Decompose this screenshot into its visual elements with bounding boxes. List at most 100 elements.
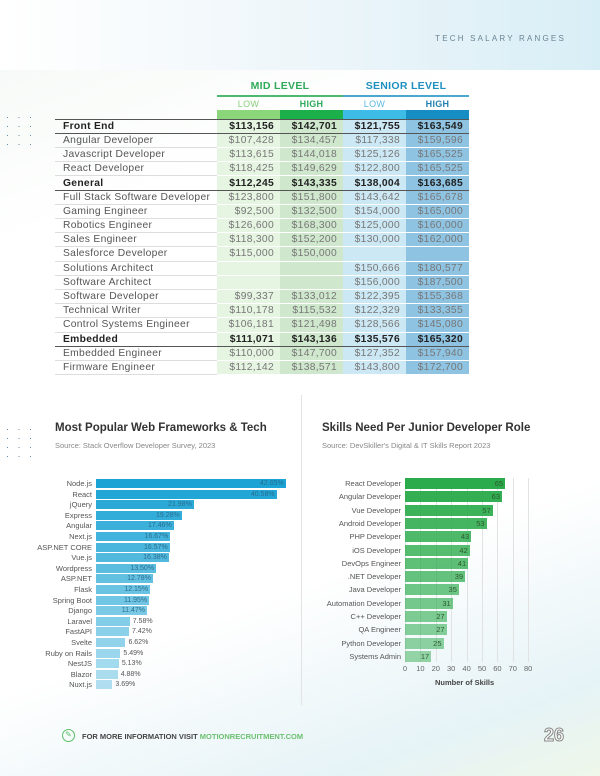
row-label: Control Systems Engineer (55, 317, 217, 333)
data-label: 5.13% (121, 660, 142, 668)
data-label: 21.98% (168, 501, 192, 509)
salary-cell: $127,352 (343, 346, 406, 361)
skills-x-axis-label: Number of Skills (435, 678, 495, 687)
bar-label: Spring Boot (52, 595, 92, 605)
bar-label: iOS Developer (352, 545, 401, 555)
data-label: 16.67% (144, 533, 169, 540)
data-label: 16.57% (143, 543, 168, 551)
bar (96, 479, 286, 488)
bar (96, 489, 277, 499)
salary-cell: $125,000 (343, 218, 406, 234)
bar-label: DevOps Engineer (341, 558, 401, 568)
bar: 27 (405, 624, 447, 636)
salary-cell: $132,500 (280, 204, 343, 220)
bar-label: jQuery (69, 500, 92, 510)
salary-cell: $154,000 (343, 204, 406, 220)
table-row: Javascript Developer $113,615 $144,018 $125… (55, 147, 469, 163)
salary-cell: $155,368 (406, 289, 469, 305)
divider (301, 395, 302, 705)
header-band (0, 0, 600, 70)
page-number: 26 (543, 725, 564, 746)
row-label: Front End (55, 118, 217, 134)
table-row: React Developer $118,425 $149,629 $122,800 $… (55, 161, 469, 177)
salary-cell (406, 246, 469, 262)
bar-label: Express (64, 510, 92, 520)
salary-cell: $160,000 (406, 218, 469, 234)
salary-cell: $135,576 (343, 331, 406, 347)
salary-cell (217, 275, 280, 290)
row-label: Gaming Engineer (55, 204, 217, 220)
salary-cell (280, 261, 343, 276)
bar-label: Next.js (69, 532, 92, 541)
data-label: 7.42% (132, 628, 152, 636)
bar-label: Vue.js (71, 553, 92, 563)
salary-table: MID LEVEL SENIOR LEVEL LOW HIGH LOW HIGH… (55, 76, 469, 376)
salary-cell: $115,532 (280, 303, 343, 319)
salary-cell: $157,940 (406, 346, 469, 361)
salary-cell: $113,156 (217, 118, 280, 134)
salary-cell: $121,755 (343, 118, 406, 134)
data-label: 7.58% (132, 617, 153, 625)
bar-label: FastAPI (65, 627, 92, 637)
salary-cell: $165,000 (406, 204, 469, 220)
salary-cell: $151,800 (280, 190, 343, 205)
salary-cell: $128,566 (343, 317, 406, 333)
senior-high-header: HIGH (425, 98, 450, 109)
salary-cell: $143,642 (343, 190, 406, 205)
bar (96, 542, 170, 552)
salary-cell: $122,329 (343, 303, 406, 319)
website-link[interactable]: MOTIONRECRUITMENT.COM (199, 732, 304, 741)
row-label: Sales Engineer (55, 232, 217, 248)
senior-level-header: SENIOR LEVEL (343, 76, 469, 97)
bar: 42 (405, 544, 470, 556)
table-row: Embedded $111,071 $143,136 $135,576 $165,320 (55, 331, 469, 347)
salary-cell: $99,337 (217, 289, 280, 305)
bar-label: Ruby on Rails (45, 648, 92, 658)
bar (96, 510, 182, 520)
row-label: Angular Developer (55, 133, 217, 149)
salary-cell: $165,525 (406, 147, 469, 163)
mid-level-header: MID LEVEL (217, 76, 343, 97)
salary-cell: $143,335 (280, 175, 343, 191)
table-row: Software Developer $99,337 $133,012 $122,39… (55, 289, 469, 305)
gridline (512, 478, 514, 662)
salary-cell: $143,136 (280, 331, 343, 347)
salary-cell: $110,178 (217, 303, 280, 319)
data-label: 42.65% (260, 480, 284, 487)
bar-label: Angular (66, 521, 92, 531)
salary-cell: $150,000 (280, 246, 343, 262)
bar (96, 627, 130, 637)
salary-cell: $92,500 (217, 204, 280, 220)
bar (96, 616, 130, 626)
x-tick-label: 30 (447, 664, 456, 673)
table-row: Solutions Architect $150,666 $180,577 (55, 261, 469, 276)
table-row: General $112,245 $143,335 $138,004 $163,685 (55, 175, 469, 191)
salary-cell: $130,000 (343, 232, 406, 248)
table-row: Angular Developer $107,428 $134,457 $117,33… (55, 133, 469, 149)
bar: 63 (405, 491, 503, 503)
gridline (466, 478, 468, 662)
salary-cell: $145,080 (406, 317, 469, 333)
row-label: Software Architect (55, 275, 217, 290)
salary-cell: $165,678 (406, 190, 469, 205)
skills-chart-source: Source: DevSkiller's Digital & IT Skills… (322, 441, 491, 450)
bar: 35 (405, 584, 459, 596)
row-label: Javascript Developer (55, 147, 217, 163)
bar: 39 (405, 571, 466, 583)
bar-label: Vue Developer (351, 505, 401, 515)
salary-cell: $168,300 (280, 218, 343, 234)
data-label: 11.47% (121, 607, 146, 615)
bar (96, 606, 148, 616)
bar-label: Automation Developer (326, 598, 401, 608)
table-row: Front End $113,156 $142,701 $121,755 $163,54… (55, 118, 469, 134)
bar-label: Python Developer (341, 638, 401, 648)
salary-cell: $172,700 (406, 360, 469, 376)
gridline (497, 478, 499, 662)
salary-cell: $125,126 (343, 147, 406, 163)
bar: 57 (405, 504, 493, 516)
x-tick-label: 50 (477, 664, 487, 673)
salary-cell: $122,800 (343, 161, 406, 177)
bar-label: ASP.NET (60, 574, 92, 584)
salary-cell: $159,596 (406, 133, 469, 149)
data-label: 40.58% (250, 490, 275, 498)
